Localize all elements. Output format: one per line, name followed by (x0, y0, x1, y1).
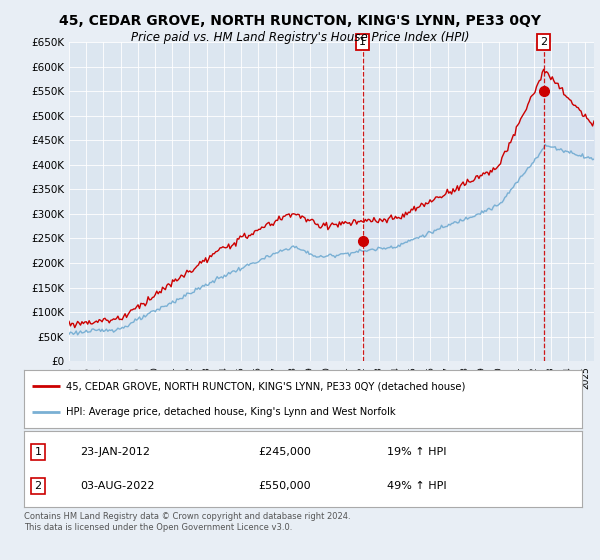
Text: Price paid vs. HM Land Registry's House Price Index (HPI): Price paid vs. HM Land Registry's House … (131, 31, 469, 44)
Text: 2: 2 (540, 37, 547, 47)
Text: 23-JAN-2012: 23-JAN-2012 (80, 447, 150, 456)
Text: 1: 1 (34, 447, 41, 456)
Text: 49% ↑ HPI: 49% ↑ HPI (387, 482, 446, 491)
Text: 1: 1 (359, 37, 366, 47)
Text: 03-AUG-2022: 03-AUG-2022 (80, 482, 154, 491)
Text: 19% ↑ HPI: 19% ↑ HPI (387, 447, 446, 456)
Text: HPI: Average price, detached house, King's Lynn and West Norfolk: HPI: Average price, detached house, King… (66, 407, 395, 417)
Text: £550,000: £550,000 (259, 482, 311, 491)
Text: £245,000: £245,000 (259, 447, 311, 456)
Text: 2: 2 (34, 482, 41, 491)
Text: 45, CEDAR GROVE, NORTH RUNCTON, KING'S LYNN, PE33 0QY (detached house): 45, CEDAR GROVE, NORTH RUNCTON, KING'S L… (66, 381, 465, 391)
Text: Contains HM Land Registry data © Crown copyright and database right 2024.
This d: Contains HM Land Registry data © Crown c… (24, 512, 350, 532)
Text: 45, CEDAR GROVE, NORTH RUNCTON, KING'S LYNN, PE33 0QY: 45, CEDAR GROVE, NORTH RUNCTON, KING'S L… (59, 14, 541, 28)
